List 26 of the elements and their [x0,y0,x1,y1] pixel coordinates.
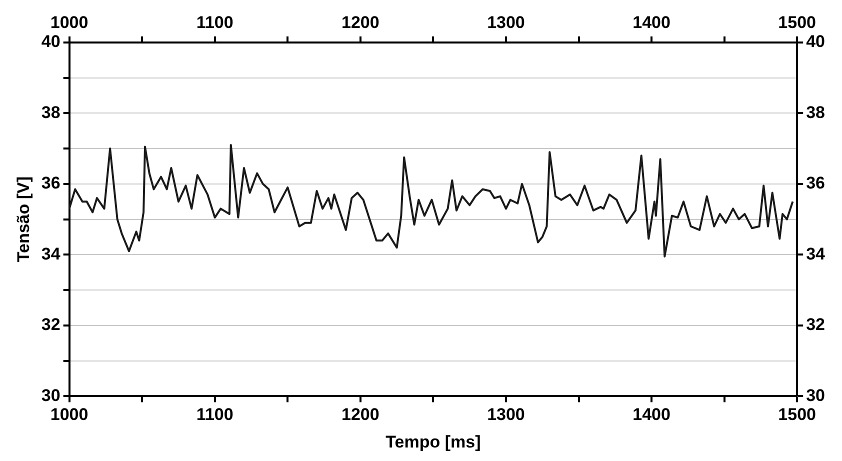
y2-tick-label: 32 [806,315,826,334]
x-tick-label: 1300 [487,405,525,424]
y-tick-label: 38 [41,102,60,122]
y-axis-title: Tensão [V] [14,176,33,262]
y-tick-label: 40 [41,32,60,52]
x-tick-label: 1200 [342,405,380,424]
x-tick-label: 1500 [778,405,816,424]
x-tick-label: 1400 [632,405,670,424]
x2-tick-label: 1000 [50,12,88,32]
x2-tick-label: 1200 [342,12,380,32]
x-tick-label: 1100 [196,405,234,424]
y2-tick-label: 30 [806,386,826,405]
x2-tick-label: 1500 [778,12,816,32]
x2-tick-label: 1400 [632,12,670,32]
x-tick-label: 1000 [50,405,88,424]
y2-tick-label: 38 [806,102,826,122]
x2-tick-label: 1300 [487,12,525,32]
y2-tick-label: 34 [806,244,826,264]
x-axis-title: Tempo [ms] [386,432,481,452]
y2-tick-label: 40 [806,32,826,52]
y2-tick-label: 36 [806,174,826,193]
y-tick-label: 30 [41,386,60,405]
y-tick-label: 34 [41,244,61,264]
x2-tick-label: 1100 [196,12,234,32]
y-tick-label: 32 [41,315,60,334]
y-tick-label: 36 [41,174,60,193]
